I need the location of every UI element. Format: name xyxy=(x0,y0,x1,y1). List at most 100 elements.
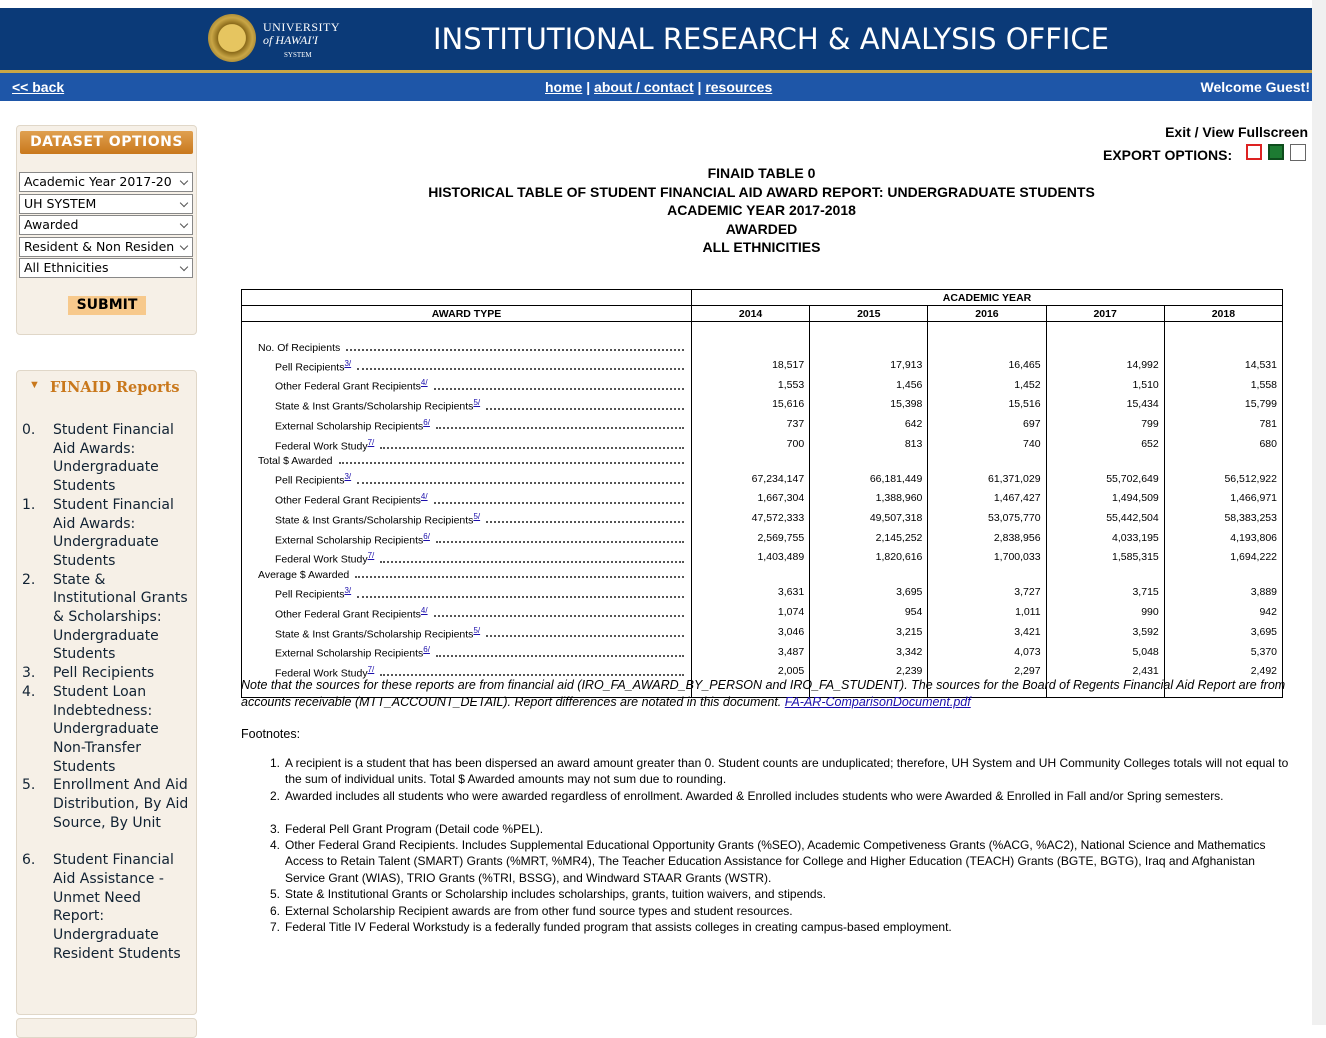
data-row: Other Federal Grant Recipients4/1,553 1,4… xyxy=(241,375,1284,396)
value-cell: 1,510 xyxy=(1045,375,1165,396)
collapse-arrow[interactable]: ▼ xyxy=(29,379,40,391)
nav-links: home | about / contact | resources xyxy=(545,79,772,95)
report-item[interactable]: 0. Student Financial Aid Awards: Undergra… xyxy=(22,421,192,496)
report-item[interactable]: 4. Student Loan Indebtedness: Undergradua… xyxy=(22,683,192,777)
data-row: Federal Work Study7/2,005 2,239 2,297 2,431… xyxy=(241,661,1284,682)
footnote-link[interactable]: 5/ xyxy=(473,398,481,408)
value-cell: 17,913 xyxy=(809,355,929,376)
value-cell: 15,398 xyxy=(809,395,929,415)
select[interactable]: Academic Year 2017-20 xyxy=(19,172,193,192)
footnote-link[interactable]: 7/ xyxy=(367,664,375,674)
dot-leader xyxy=(346,348,684,351)
reports-title[interactable]: FINAID Reports xyxy=(50,379,180,396)
nav-link[interactable]: home xyxy=(545,79,583,95)
csv-icon[interactable] xyxy=(1290,144,1306,161)
spacer-cell xyxy=(690,321,811,341)
footnote-link[interactable]: 4/ xyxy=(420,605,428,615)
empty-cell xyxy=(927,454,1047,470)
footnote-link[interactable]: 3/ xyxy=(344,472,352,482)
report-item[interactable]: 6. Student Financial Aid Assistance - Unm… xyxy=(22,851,192,963)
footnote-link[interactable]: 5/ xyxy=(473,625,481,635)
empty-cell xyxy=(690,340,811,356)
footnote-link[interactable]: 3/ xyxy=(344,586,352,596)
value-cell: 642 xyxy=(809,414,929,435)
excel-icon[interactable] xyxy=(1268,144,1284,160)
back-link[interactable]: << back xyxy=(12,79,65,95)
select[interactable]: Awarded xyxy=(19,215,193,236)
report-item[interactable]: 1. Student Financial Aid Awards: Undergra… xyxy=(22,496,192,571)
footnote-link[interactable]: 5/ xyxy=(473,511,481,521)
footnote-text: External Scholarship Recipient awards ar… xyxy=(285,903,793,918)
leader: Total $ Awarded xyxy=(258,454,686,469)
leader: Federal Work Study7/ xyxy=(275,548,686,568)
dot-leader xyxy=(357,595,684,598)
leader: No. Of Recipients xyxy=(258,341,686,356)
section-row: No. Of Recipients xyxy=(241,340,1284,356)
logo-line: UNIVERSITY xyxy=(263,20,340,34)
empty-cell xyxy=(809,567,929,584)
value-cell: 67,234,147 xyxy=(690,469,811,490)
footnote: 7. Federal Title IV Federal Workstudy is … xyxy=(270,919,1290,935)
row-label-cell: Federal Work Study7/ xyxy=(241,661,692,682)
row-label-wrap: Pell Recipients3/ xyxy=(275,356,351,376)
spacer-cell xyxy=(1045,321,1165,341)
value-cell: 14,992 xyxy=(1045,355,1165,376)
footnote-ref: 4/ xyxy=(421,377,428,387)
footnote-link[interactable]: 7/ xyxy=(367,437,375,447)
row-label-wrap: State & Inst Grants/Scholarship Recipien… xyxy=(275,395,480,415)
value-cell: 1,403,489 xyxy=(690,548,811,568)
row-label-cell: External Scholarship Recipients6/ xyxy=(241,642,692,662)
row-label-cell: External Scholarship Recipients6/ xyxy=(241,528,692,549)
value-cell: 55,702,649 xyxy=(1045,469,1165,490)
spacer-cell xyxy=(927,681,1047,699)
value-cell: 3,046 xyxy=(690,622,811,643)
nav-link[interactable]: resources xyxy=(705,79,773,95)
value-cell: 3,631 xyxy=(690,583,811,603)
value-cell: 3,695 xyxy=(809,583,929,603)
footnote-text: Federal Title IV Federal Workstudy is a … xyxy=(285,920,952,934)
exit-fullscreen[interactable]: Exit / View Fullscreen xyxy=(1165,124,1308,140)
footnote-ref: 7/ xyxy=(368,437,375,447)
empty-cell xyxy=(809,454,929,470)
footnote-link[interactable]: 7/ xyxy=(367,551,375,561)
year-header: 2015 xyxy=(809,305,929,322)
value-cell: 2,838,956 xyxy=(927,528,1047,549)
dot-leader xyxy=(486,521,684,524)
report-title: FINAID TABLE 0 xyxy=(707,165,816,181)
award-type-header: AWARD TYPE xyxy=(241,305,692,322)
leader: Pell Recipients3/ xyxy=(275,583,686,603)
row-label: State & Inst Grants/Scholarship Recipien… xyxy=(275,514,474,527)
comparison-link[interactable]: FA-AR-ComparisonDocument.pdf xyxy=(784,695,971,709)
section-row: Average $ Awarded xyxy=(241,567,1284,584)
dot-leader xyxy=(435,427,684,430)
footnote-link[interactable]: 4/ xyxy=(420,492,428,502)
value-cell: 5,048 xyxy=(1045,642,1165,662)
select[interactable]: UH SYSTEM xyxy=(19,193,193,214)
footnote-link[interactable]: 3/ xyxy=(344,358,352,368)
footnote-link[interactable]: 6/ xyxy=(423,531,430,541)
section-label-cell: Total $ Awarded xyxy=(241,454,692,470)
section-row: Total $ Awarded xyxy=(241,454,1284,470)
value-cell: 2,431 xyxy=(1045,661,1165,682)
row-label: External Scholarship Recipients xyxy=(275,534,424,547)
submit-button[interactable]: SUBMIT xyxy=(68,296,146,315)
footnote-link[interactable]: 6/ xyxy=(423,645,430,655)
leader: State & Inst Grants/Scholarship Recipien… xyxy=(275,395,686,415)
select[interactable]: Resident & Non Residen xyxy=(19,236,193,257)
report-item[interactable]: 2. State & Institutional Grants & Scholar… xyxy=(22,571,192,665)
nav-link[interactable]: about / contact xyxy=(594,79,694,95)
dot-leader xyxy=(435,541,684,544)
footnote-link[interactable]: 6/ xyxy=(423,417,430,427)
section-label-cell: No. Of Recipients xyxy=(241,340,692,356)
report-item[interactable]: 3. Pell Recipients xyxy=(22,664,192,683)
row-label-wrap: External Scholarship Recipients6/ xyxy=(275,642,430,662)
footnote-link[interactable]: 4/ xyxy=(420,378,428,388)
select[interactable]: All Ethnicities xyxy=(19,258,193,279)
value-cell: 18,517 xyxy=(690,355,811,376)
footnote-ref: 3/ xyxy=(344,358,351,368)
value-cell: 990 xyxy=(1045,602,1165,623)
row-label-wrap: Federal Work Study7/ xyxy=(275,435,374,455)
report-item[interactable]: 5. Enrollment And Aid Distribution, By Ai… xyxy=(22,776,192,832)
pdf-icon[interactable] xyxy=(1246,144,1262,160)
row-label-cell: Pell Recipients3/ xyxy=(241,583,692,603)
